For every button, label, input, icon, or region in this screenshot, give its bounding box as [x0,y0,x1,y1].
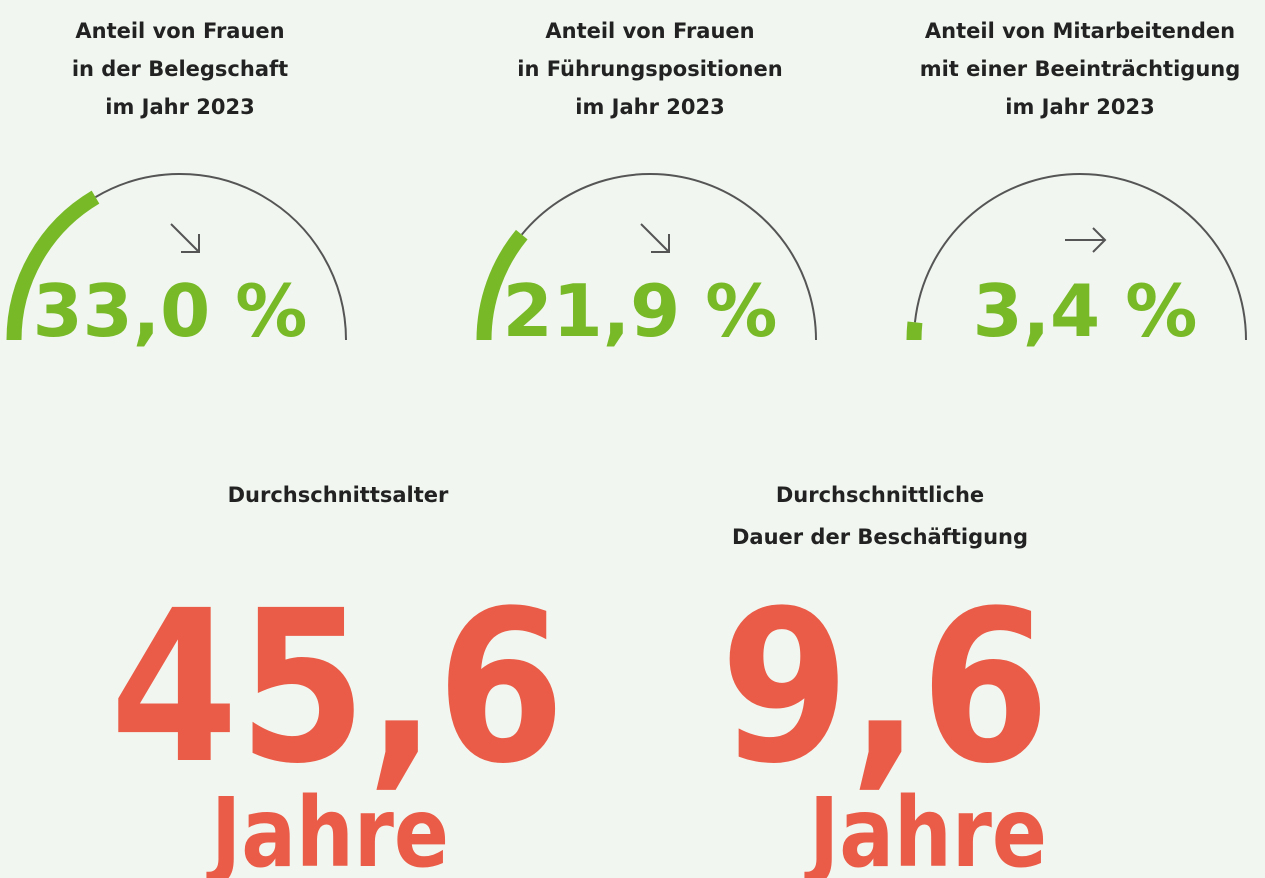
gauge-title: Anteil von Frauen [545,19,754,43]
gauge-track [94,173,347,341]
gauge-value: 21,9 % [503,269,778,353]
gauge-value: 3,4 % [973,269,1198,353]
gauge-title: im Jahr 2023 [575,95,724,119]
gauge-title: in der Belegschaft [72,57,288,81]
stat-title: Dauer der Beschäftigung [732,525,1028,549]
stat-title: Durchschnittsalter [228,483,449,507]
gauge-bar [476,229,528,341]
gauge-title: in Führungspositionen [517,57,782,81]
stat-unit: Jahre [804,777,1047,878]
trend-arrow [1065,227,1107,253]
gauge-title: Anteil von Frauen [75,19,284,43]
gauge-bar [906,321,923,341]
stat-value: 9,6 [720,565,1050,810]
gauge-track [520,173,817,341]
gauge-title: im Jahr 2023 [105,95,254,119]
stat-value: 45,6 [110,565,565,810]
trend-arrow [170,223,200,253]
stat-title: Durchschnittliche [776,483,984,507]
gauge-title: Anteil von Mitarbeitenden [925,19,1235,43]
gauge-bar [6,190,100,341]
gauge-title: im Jahr 2023 [1005,95,1154,119]
gauge-track [913,173,1247,341]
gauge-title: mit einer Beeinträchtigung [920,57,1241,81]
trend-arrow [640,223,670,253]
gauge-value: 33,0 % [33,269,308,353]
stat-unit: Jahre [206,777,449,878]
